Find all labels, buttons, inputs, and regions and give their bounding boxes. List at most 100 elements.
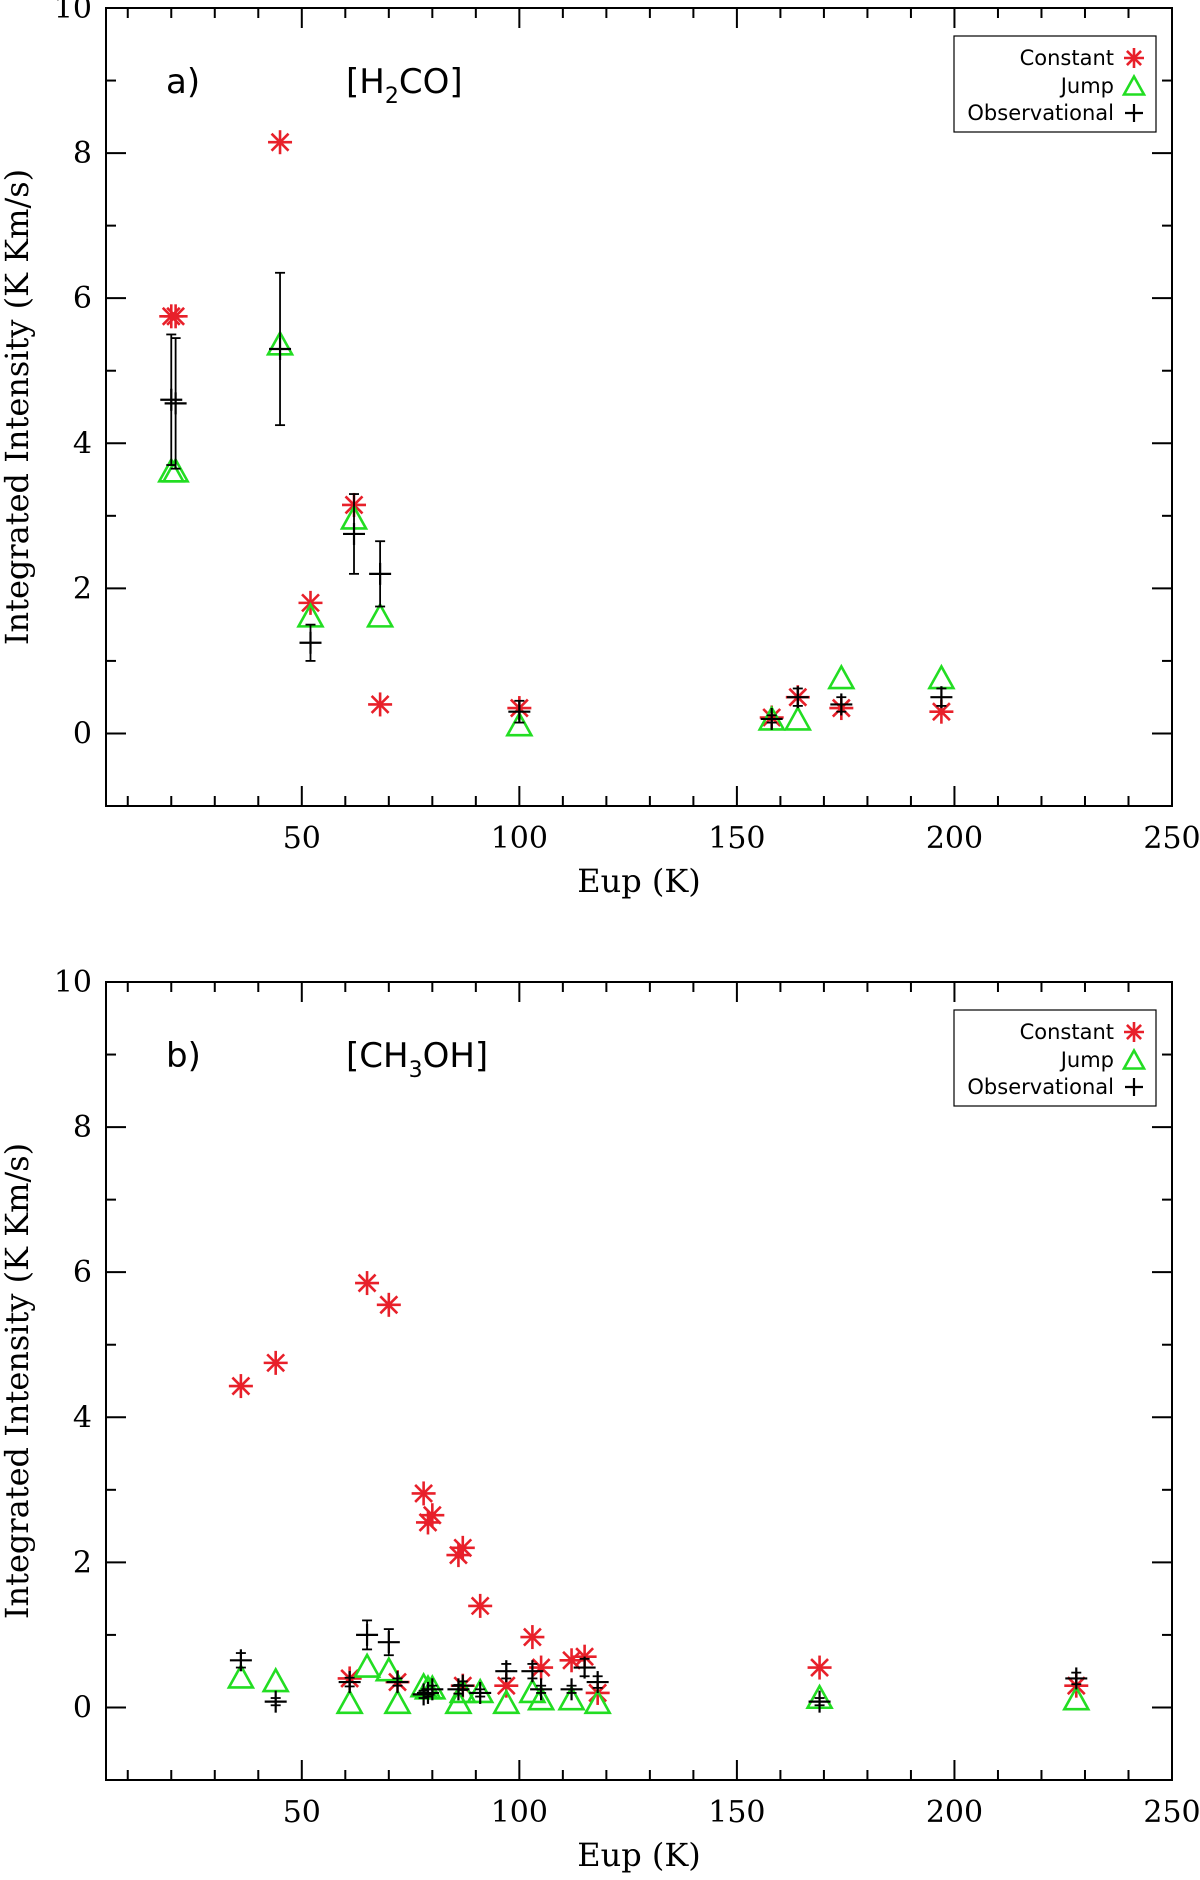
x-axis-label: Eup (K) xyxy=(577,1836,701,1874)
observational-point xyxy=(338,1671,361,1694)
observational-point xyxy=(356,1623,379,1646)
observational-point xyxy=(451,1674,474,1697)
title-subscript: 3 xyxy=(409,1058,423,1083)
legend-label: Observational xyxy=(967,1075,1114,1099)
y-tick-label: 10 xyxy=(54,0,92,26)
observational-point xyxy=(521,1660,544,1683)
title-pre: [H xyxy=(346,62,385,102)
observational-point xyxy=(930,686,953,709)
series-constant xyxy=(159,130,954,730)
constant-point xyxy=(355,1271,380,1296)
title-subscript: 2 xyxy=(385,84,399,109)
title-post: CO] xyxy=(399,62,463,102)
y-tick-label: 4 xyxy=(73,1400,92,1435)
legend-constant-marker xyxy=(1124,48,1144,68)
x-tick-label: 200 xyxy=(926,1795,983,1830)
legend: Constant Jump Observational xyxy=(953,1009,1157,1107)
panel-label: a) xyxy=(166,62,200,102)
observational-point xyxy=(421,1678,444,1701)
jump-point xyxy=(161,457,190,483)
x-axis-label: Eup (K) xyxy=(577,862,701,900)
y-tick-label: 8 xyxy=(73,1110,92,1145)
panel-label: b) xyxy=(166,1036,201,1076)
legend-box xyxy=(953,35,1157,133)
y-tick-label: 0 xyxy=(73,1690,92,1725)
legend-label: Jump xyxy=(1059,1048,1114,1072)
panel-a: 50 100 150 200 250 0 2 4 6 8 10 Eup (K) Integrated I… xyxy=(0,0,1200,900)
series-constant xyxy=(228,1271,1089,1705)
observational-point xyxy=(229,1649,252,1672)
jump-point xyxy=(1062,1684,1091,1711)
observational-point xyxy=(495,1660,518,1683)
observational-point xyxy=(586,1671,609,1694)
panel-title: [CH3OH] xyxy=(346,1036,488,1083)
y-tick-label: 2 xyxy=(73,571,92,606)
series-observational xyxy=(229,1619,1088,1713)
legend-constant-marker xyxy=(1124,1022,1144,1042)
y-axis-label: Integrated Intensity (K Km/s) xyxy=(0,169,36,645)
constant-point xyxy=(268,130,293,155)
x-tick-label: 150 xyxy=(708,821,765,856)
legend-observational-marker xyxy=(1125,1078,1143,1096)
legend-jump-marker xyxy=(1121,73,1147,96)
y-tick-label: 10 xyxy=(54,965,92,1000)
constant-point xyxy=(163,304,188,329)
jump-point xyxy=(352,1652,382,1678)
constant-point xyxy=(411,1481,436,1506)
jump-point xyxy=(927,663,956,690)
y-tick-label: 8 xyxy=(73,136,92,171)
y-tick-label: 0 xyxy=(73,716,92,751)
constant-point xyxy=(263,1350,288,1375)
title-pre: [CH xyxy=(346,1036,409,1076)
jump-point xyxy=(335,1688,364,1715)
jump-point xyxy=(526,1684,556,1711)
observational-point xyxy=(830,693,853,716)
jump-point xyxy=(383,1688,412,1715)
x-tick-label: 250 xyxy=(1143,1795,1200,1830)
observational-point xyxy=(164,392,187,415)
constant-point xyxy=(529,1655,554,1680)
x-tick-label: 250 xyxy=(1143,821,1200,856)
jump-point xyxy=(783,705,813,731)
x-tick-label: 150 xyxy=(708,1795,765,1830)
panel-title: [H2CO] xyxy=(346,62,463,109)
constant-point xyxy=(520,1625,545,1650)
constant-point xyxy=(228,1374,253,1399)
series-jump xyxy=(157,330,956,737)
constant-point xyxy=(450,1535,475,1560)
observational-point xyxy=(269,337,292,360)
y-axis-label: Integrated Intensity (K Km/s) xyxy=(0,1143,36,1619)
legend: Constant Jump Observational xyxy=(953,35,1157,133)
observational-point xyxy=(343,522,366,545)
observational-point xyxy=(160,388,183,411)
series-observational xyxy=(160,271,953,730)
legend-label: Constant xyxy=(1020,1020,1114,1044)
y-tick-label: 6 xyxy=(73,281,92,316)
observational-point xyxy=(808,1690,831,1713)
y-tick-label: 4 xyxy=(73,426,92,461)
x-tick-label: 100 xyxy=(491,821,548,856)
legend-label: Constant xyxy=(1020,46,1114,70)
constant-point xyxy=(420,1503,445,1528)
observational-point xyxy=(1065,1667,1088,1690)
constant-point xyxy=(468,1593,493,1618)
observational-point xyxy=(299,631,322,654)
jump-point xyxy=(226,1663,256,1689)
x-tick-label: 100 xyxy=(491,1795,548,1830)
legend-label: Jump xyxy=(1059,74,1114,98)
observational-point xyxy=(386,1671,409,1694)
observational-point xyxy=(508,700,531,723)
observational-point xyxy=(760,707,783,730)
jump-point xyxy=(365,602,395,628)
legend-observational-marker xyxy=(1125,104,1143,122)
legend-box xyxy=(953,1009,1157,1107)
observational-point xyxy=(530,1678,553,1701)
title-post: OH] xyxy=(423,1036,489,1076)
plot-frame xyxy=(105,981,1173,1781)
observational-point xyxy=(573,1656,596,1679)
constant-point xyxy=(368,692,393,717)
legend-jump-marker xyxy=(1121,1047,1147,1070)
legend-label: Observational xyxy=(967,101,1114,125)
panel-b: 50 100 150 200 250 0 2 4 6 8 10 Eup (K) Integrated I… xyxy=(0,965,1200,1874)
